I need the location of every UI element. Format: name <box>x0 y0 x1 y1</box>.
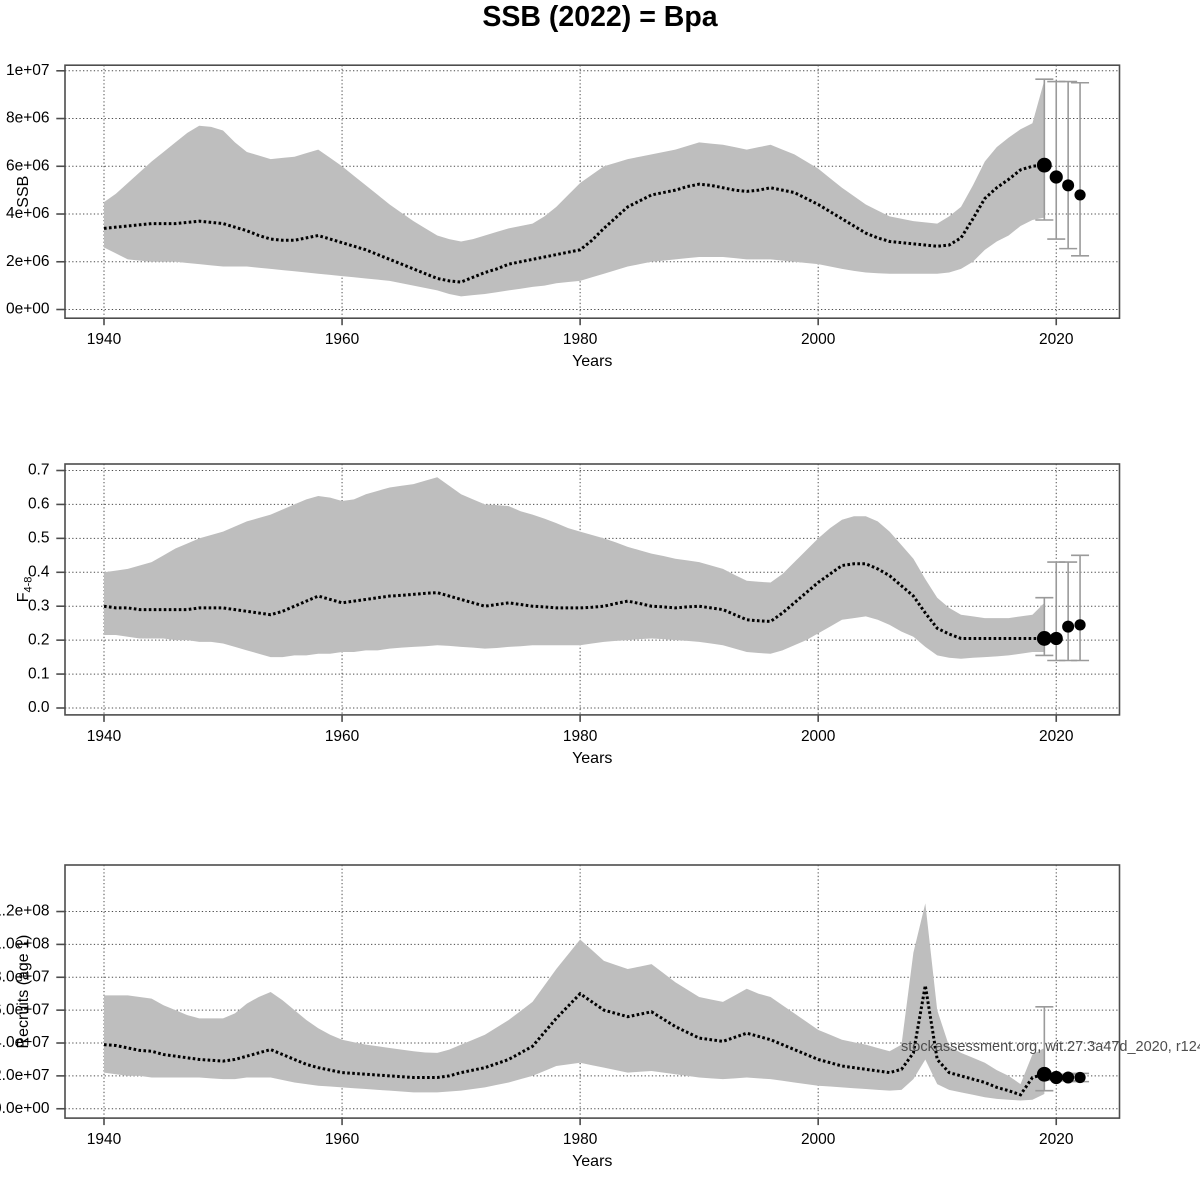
svg-text:0e+00: 0e+00 <box>6 301 50 318</box>
svg-text:1940: 1940 <box>87 728 122 745</box>
svg-text:0.5: 0.5 <box>28 530 50 547</box>
svg-text:0.7: 0.7 <box>28 462 50 479</box>
svg-text:1960: 1960 <box>325 1131 360 1148</box>
svg-text:1940: 1940 <box>87 1131 122 1148</box>
svg-text:2.0e+07: 2.0e+07 <box>0 1067 50 1084</box>
svg-text:8e+06: 8e+06 <box>6 110 50 127</box>
svg-text:1960: 1960 <box>325 331 360 348</box>
svg-text:2020: 2020 <box>1039 331 1074 348</box>
svg-text:2020: 2020 <box>1039 728 1074 745</box>
svg-text:0.2: 0.2 <box>28 631 50 648</box>
svg-text:stockassessment.org, wit.27.3a: stockassessment.org, wit.27.3a47d_2020, … <box>901 1039 1200 1055</box>
svg-text:2000: 2000 <box>801 1131 836 1148</box>
svg-text:2000: 2000 <box>801 331 836 348</box>
svg-text:2000: 2000 <box>801 728 836 745</box>
svg-text:2e+06: 2e+06 <box>6 253 50 270</box>
svg-text:6e+06: 6e+06 <box>6 157 50 174</box>
svg-text:1980: 1980 <box>563 1131 598 1148</box>
svg-text:0.1: 0.1 <box>28 665 50 682</box>
svg-text:2020: 2020 <box>1039 1131 1074 1148</box>
svg-text:SSB (2022) = Bpa: SSB (2022) = Bpa <box>482 1 718 33</box>
svg-text:0.0: 0.0 <box>28 699 50 716</box>
svg-text:1.2e+08: 1.2e+08 <box>0 903 50 920</box>
svg-text:Recruits (age 1): Recruits (age 1) <box>15 935 32 1049</box>
svg-text:Years: Years <box>572 1153 612 1170</box>
svg-text:1e+07: 1e+07 <box>6 62 50 79</box>
svg-text:SSB: SSB <box>15 176 32 208</box>
svg-text:1940: 1940 <box>87 331 122 348</box>
svg-text:0.6: 0.6 <box>28 496 50 513</box>
svg-text:1980: 1980 <box>563 728 598 745</box>
svg-text:1980: 1980 <box>563 331 598 348</box>
svg-text:Years: Years <box>572 353 612 370</box>
svg-text:1960: 1960 <box>325 728 360 745</box>
svg-text:0.0e+00: 0.0e+00 <box>0 1100 50 1117</box>
svg-text:Years: Years <box>572 750 612 767</box>
